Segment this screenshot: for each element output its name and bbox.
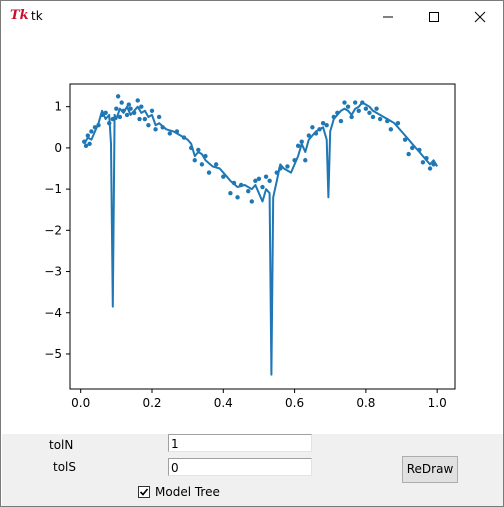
data-point: [213, 162, 219, 167]
data-point: [117, 114, 123, 120]
data-point: [410, 145, 415, 151]
x-tick-label: 0.8: [356, 396, 375, 410]
data-point: [388, 127, 394, 132]
data-point: [420, 160, 426, 165]
data-point: [228, 191, 233, 196]
data-point: [167, 131, 173, 136]
y-tick-label: −3: [44, 265, 62, 279]
close-button[interactable]: [457, 1, 503, 32]
model-line: [83, 101, 439, 376]
data-point: [299, 139, 304, 144]
data-point: [124, 112, 130, 118]
redraw-button[interactable]: ReDraw: [402, 456, 458, 483]
data-point: [285, 164, 290, 169]
data-point: [345, 104, 351, 109]
maximize-button[interactable]: [411, 1, 457, 32]
data-point: [349, 114, 354, 120]
x-tick-label: 0.0: [71, 396, 90, 410]
data-point: [374, 106, 379, 111]
x-tick-label: 0.6: [285, 396, 304, 410]
data-point: [146, 123, 151, 128]
x-tick-label: 1.0: [428, 396, 447, 410]
checkmark-icon: [139, 488, 149, 496]
data-point: [139, 104, 144, 109]
tolS-label: tolS: [53, 460, 76, 474]
plot-canvas: 0.0 0.2 0.4 0.6 0.8 1.0 1 0 −1 −2 −3 −4 −5: [2, 32, 503, 434]
line-chart: 0.0 0.2 0.4 0.6 0.8 1.0 1 0 −1 −2 −3 −4 −5: [44, 83, 456, 410]
data-point: [267, 178, 272, 184]
data-point: [89, 129, 94, 134]
model-tree-label: Model Tree: [155, 485, 220, 499]
data-point: [377, 116, 383, 122]
data-point: [342, 100, 347, 105]
tk-feather-icon: Tk: [10, 8, 29, 23]
data-point: [235, 195, 240, 200]
data-point: [149, 108, 155, 113]
data-point: [303, 158, 308, 163]
data-point: [427, 166, 433, 171]
y-tick-label: −2: [44, 223, 62, 237]
data-point: [324, 123, 329, 128]
title-bar[interactable]: Tk tk: [1, 1, 503, 32]
x-tick-label: 0.2: [142, 396, 161, 410]
data-point: [87, 141, 92, 146]
tolN-input[interactable]: 1: [168, 434, 312, 452]
tolS-input[interactable]: 0: [168, 458, 312, 476]
data-point: [115, 94, 121, 99]
data-point: [119, 100, 124, 105]
minimize-icon: [383, 16, 393, 18]
y-tick-label: 0: [54, 141, 62, 155]
model-tree-checkbox[interactable]: [138, 486, 150, 498]
control-panel: tolN 1 tolS 0 ReDraw Model Tree: [2, 434, 503, 506]
data-point: [83, 143, 89, 149]
data-point: [142, 116, 148, 122]
data-point: [356, 108, 361, 113]
y-tick-label: −5: [44, 347, 62, 361]
data-point: [363, 106, 369, 111]
close-icon: [474, 11, 486, 23]
data-point: [253, 178, 258, 184]
data-point: [367, 110, 372, 116]
data-point: [114, 106, 119, 111]
tolN-label: tolN: [49, 438, 74, 452]
data-point: [352, 100, 358, 105]
data-point: [85, 133, 91, 138]
data-point: [137, 116, 142, 122]
data-point: [256, 176, 262, 181]
y-tick-label: −4: [44, 306, 62, 320]
data-point: [221, 174, 226, 179]
data-point: [260, 184, 265, 190]
data-point: [153, 127, 158, 132]
data-point: [395, 120, 401, 126]
data-point: [406, 151, 411, 157]
data-point: [199, 162, 205, 167]
data-point: [402, 137, 408, 142]
data-point: [128, 106, 133, 111]
maximize-icon: [429, 12, 439, 22]
data-point: [135, 98, 140, 103]
data-point: [320, 120, 326, 126]
data-point: [196, 147, 201, 153]
y-tick-label: −1: [44, 182, 62, 196]
data-point: [310, 125, 315, 130]
x-tick-label: 0.4: [214, 396, 233, 410]
data-point: [249, 199, 255, 204]
data-point: [192, 158, 197, 163]
data-point: [306, 133, 312, 138]
data-point: [246, 188, 251, 194]
data-point: [295, 143, 301, 149]
data-point: [156, 114, 162, 120]
data-point: [206, 170, 212, 175]
window-title: tk: [31, 9, 43, 23]
data-point: [126, 102, 132, 107]
data-point: [263, 174, 269, 179]
axes-frame: [69, 83, 456, 390]
data-point: [103, 110, 108, 116]
data-point: [370, 114, 376, 120]
minimize-button[interactable]: [365, 1, 411, 32]
data-point: [338, 118, 344, 124]
y-tick-label: 1: [54, 100, 62, 114]
